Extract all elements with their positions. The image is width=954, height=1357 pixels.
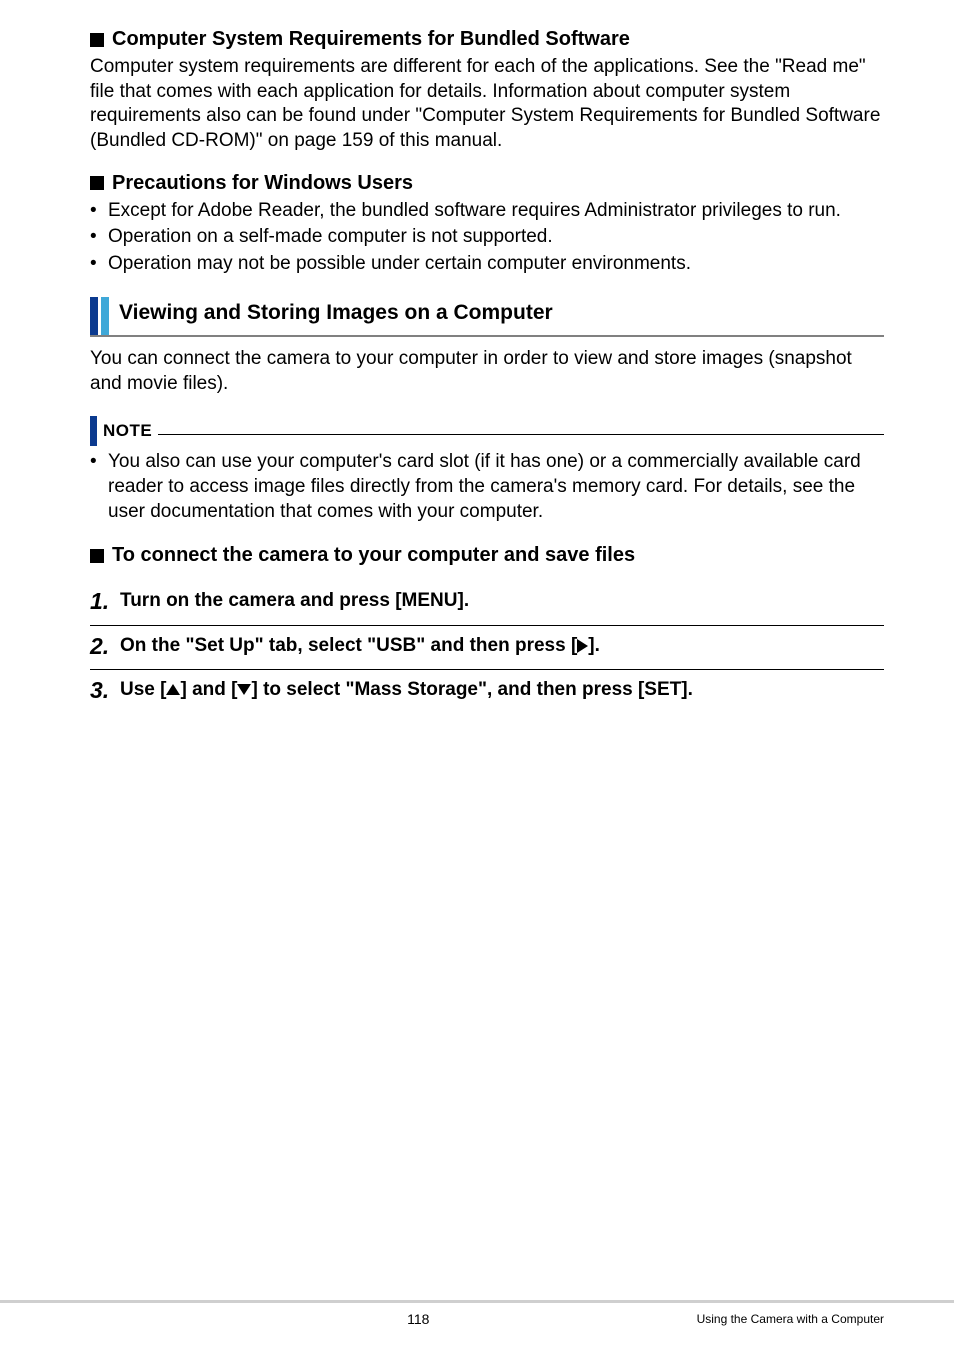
footer-title: Using the Camera with a Computer <box>697 1312 884 1326</box>
step-3: 3. Use [ ] and [ ] to select "Mass Storage… <box>90 670 884 713</box>
accent-bar-icon <box>90 297 98 335</box>
square-bullet-icon <box>90 33 104 47</box>
list-item: • Except for Adobe Reader, the bundled s… <box>90 199 884 224</box>
section-title: Viewing and Storing Images on a Computer <box>119 297 553 335</box>
note-accent-icon <box>90 416 97 446</box>
step-1: 1. Turn on the camera and press [MENU]. <box>90 581 884 624</box>
note-body: • You also can use your computer's card … <box>90 450 884 524</box>
bullet-dot-icon: • <box>90 252 108 277</box>
triangle-up-icon <box>166 684 180 695</box>
heading-text: To connect the camera to your computer a… <box>112 544 635 567</box>
step-text: Turn on the camera and press [MENU]. <box>120 589 469 614</box>
note-rule-icon <box>158 434 884 435</box>
list-item: • Operation may not be possible under ce… <box>90 252 884 277</box>
square-bullet-icon <box>90 176 104 190</box>
body-bundled-software: Computer system requirements are differe… <box>90 55 884 154</box>
page-footer: 118 Using the Camera with a Computer <box>0 1300 954 1327</box>
list-item: • You also can use your computer's card … <box>90 450 884 524</box>
heading-text: Precautions for Windows Users <box>112 172 413 195</box>
triangle-right-icon <box>577 639 588 653</box>
step-2: 2. On the "Set Up" tab, select "USB" and… <box>90 626 884 669</box>
step-text: On the "Set Up" tab, select "USB" and th… <box>120 634 600 659</box>
step-text-pre: Use [ <box>120 679 166 700</box>
note-label: NOTE <box>103 421 152 441</box>
step-text-post: ]. <box>588 635 600 656</box>
list-item-text: Operation may not be possible under cert… <box>108 252 691 277</box>
body-viewing-storing: You can connect the camera to your compu… <box>90 347 884 396</box>
bullet-dot-icon: • <box>90 199 108 224</box>
note-header: NOTE <box>90 416 884 446</box>
accent-bar-icon <box>101 297 109 335</box>
step-number: 3. <box>90 678 120 703</box>
bullet-dot-icon: • <box>90 225 108 250</box>
step-text: Use [ ] and [ ] to select "Mass Storage", … <box>120 678 693 703</box>
step-number: 1. <box>90 589 120 614</box>
note-text: You also can use your computer's card sl… <box>108 450 884 524</box>
square-bullet-icon <box>90 549 104 563</box>
precautions-list: • Except for Adobe Reader, the bundled s… <box>90 199 884 277</box>
list-item-text: Except for Adobe Reader, the bundled sof… <box>108 199 841 224</box>
heading-precautions: Precautions for Windows Users <box>90 172 884 195</box>
triangle-down-icon <box>237 684 251 695</box>
list-item: • Operation on a self-made computer is n… <box>90 225 884 250</box>
step-number: 2. <box>90 634 120 659</box>
bullet-dot-icon: • <box>90 450 108 524</box>
heading-bundled-software: Computer System Requirements for Bundled… <box>90 28 884 51</box>
section-viewing-storing: Viewing and Storing Images on a Computer <box>90 297 884 337</box>
list-item-text: Operation on a self-made computer is not… <box>108 225 553 250</box>
step-text-post: ] to select "Mass Storage", and then pre… <box>251 679 692 700</box>
step-text-pre: On the "Set Up" tab, select "USB" and th… <box>120 635 577 656</box>
heading-text: Computer System Requirements for Bundled… <box>112 28 630 51</box>
step-text-mid: ] and [ <box>180 679 237 700</box>
heading-connect-camera: To connect the camera to your computer a… <box>90 544 884 567</box>
page-number: 118 <box>0 1311 697 1327</box>
